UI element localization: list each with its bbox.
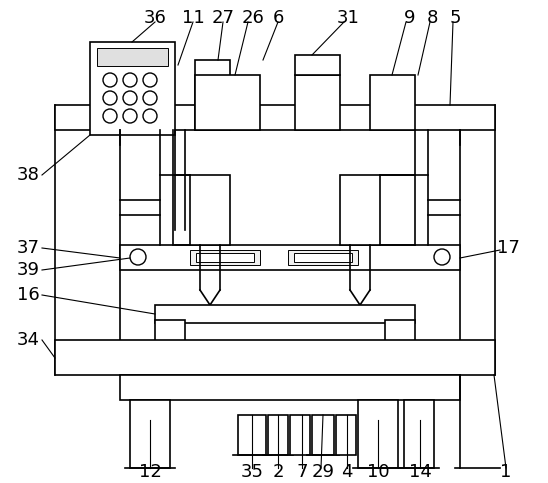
- Text: 6: 6: [272, 9, 284, 27]
- Bar: [55, 340, 495, 375]
- Bar: [370, 75, 415, 130]
- Circle shape: [103, 109, 117, 123]
- Text: 2: 2: [272, 463, 284, 481]
- Bar: [336, 415, 356, 455]
- Text: 37: 37: [16, 239, 39, 257]
- Bar: [385, 320, 415, 342]
- Bar: [358, 400, 398, 468]
- Bar: [295, 55, 340, 75]
- Bar: [268, 415, 288, 455]
- Text: 27: 27: [212, 9, 235, 27]
- Circle shape: [143, 73, 157, 87]
- Bar: [190, 250, 260, 265]
- Bar: [55, 105, 495, 130]
- Text: 31: 31: [336, 9, 359, 27]
- Text: 10: 10: [367, 463, 389, 481]
- Text: 12: 12: [139, 463, 162, 481]
- Circle shape: [103, 91, 117, 105]
- Text: 35: 35: [241, 463, 264, 481]
- Bar: [290, 415, 310, 455]
- Circle shape: [123, 109, 137, 123]
- Bar: [195, 60, 230, 130]
- Text: 8: 8: [426, 9, 438, 27]
- Text: 4: 4: [341, 463, 353, 481]
- Text: 36: 36: [144, 9, 167, 27]
- Bar: [120, 375, 460, 400]
- Bar: [312, 415, 334, 455]
- Bar: [288, 250, 358, 265]
- Circle shape: [143, 109, 157, 123]
- Text: 1: 1: [500, 463, 512, 481]
- Text: 11: 11: [181, 9, 204, 27]
- Text: 7: 7: [296, 463, 308, 481]
- Circle shape: [103, 73, 117, 87]
- Bar: [295, 75, 340, 130]
- Bar: [190, 175, 230, 245]
- Bar: [195, 75, 260, 130]
- Text: 17: 17: [496, 239, 520, 257]
- Bar: [404, 400, 434, 468]
- Text: 14: 14: [409, 463, 431, 481]
- Bar: [238, 415, 266, 455]
- Bar: [155, 305, 415, 323]
- Circle shape: [123, 91, 137, 105]
- Circle shape: [143, 91, 157, 105]
- Text: 26: 26: [242, 9, 265, 27]
- Bar: [155, 320, 185, 342]
- Bar: [196, 253, 254, 262]
- Text: 5: 5: [449, 9, 461, 27]
- Text: 38: 38: [16, 166, 39, 184]
- Text: 34: 34: [16, 331, 39, 349]
- Bar: [130, 400, 170, 468]
- Text: 29: 29: [311, 463, 334, 481]
- Text: 16: 16: [16, 286, 39, 304]
- Bar: [120, 245, 460, 270]
- Text: 39: 39: [16, 261, 39, 279]
- Bar: [97, 48, 168, 66]
- Bar: [340, 175, 380, 245]
- Text: 9: 9: [404, 9, 416, 27]
- Circle shape: [123, 73, 137, 87]
- Bar: [90, 42, 175, 135]
- Bar: [294, 253, 352, 262]
